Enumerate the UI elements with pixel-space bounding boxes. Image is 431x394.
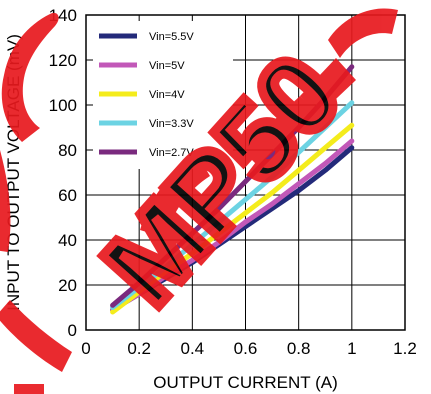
legend-label: Vin=5V [149, 60, 185, 72]
watermark-stroke [0, 300, 72, 372]
series-lines [110, 64, 355, 315]
watermark-stroke [300, 58, 356, 116]
x-tick-label: 0.6 [234, 339, 258, 358]
watermark-stroke [242, 96, 316, 166]
x-tick-label: 0 [81, 339, 90, 358]
watermark-stroke [1, 12, 59, 143]
x-tick-labels: 0 0.2 0.4 0.6 0.8 1 1.2 [81, 339, 417, 358]
watermark-stroke [140, 156, 210, 238]
legend: Vin=5.5V Vin=5V Vin=4V Vin=3.3V Vin=2.7V [93, 21, 233, 169]
legend-label: Vin=5.5V [149, 31, 194, 43]
watermark-stroke [328, 8, 398, 59]
y-tick-label: 100 [49, 96, 77, 115]
x-tick-label: 0.2 [127, 339, 151, 358]
legend-label: Vin=2.7V [149, 147, 194, 159]
series-line [110, 100, 355, 310]
y-tick-label: 40 [58, 231, 77, 250]
y-tick-label: 120 [49, 51, 77, 70]
watermark-stroke [0, 150, 11, 252]
y-tick-label: 80 [58, 141, 77, 160]
series-line [110, 122, 355, 315]
y-tick-label: 0 [68, 321, 77, 340]
legend-label: Vin=3.3V [149, 118, 194, 130]
x-axis-label: OUTPUT CURRENT (A) [153, 373, 338, 392]
watermark-stroke [14, 384, 44, 394]
x-tick-label: 1.2 [393, 339, 417, 358]
x-tick-label: 1 [347, 339, 356, 358]
x-tick-label: 0.8 [287, 339, 311, 358]
x-tick-label: 0.4 [181, 339, 205, 358]
y-tick-label: 20 [58, 276, 77, 295]
series-line [110, 138, 355, 313]
y-tick-label: 60 [58, 186, 77, 205]
plot-frame [85, 14, 406, 331]
legend-label: Vin=4V [149, 89, 185, 101]
